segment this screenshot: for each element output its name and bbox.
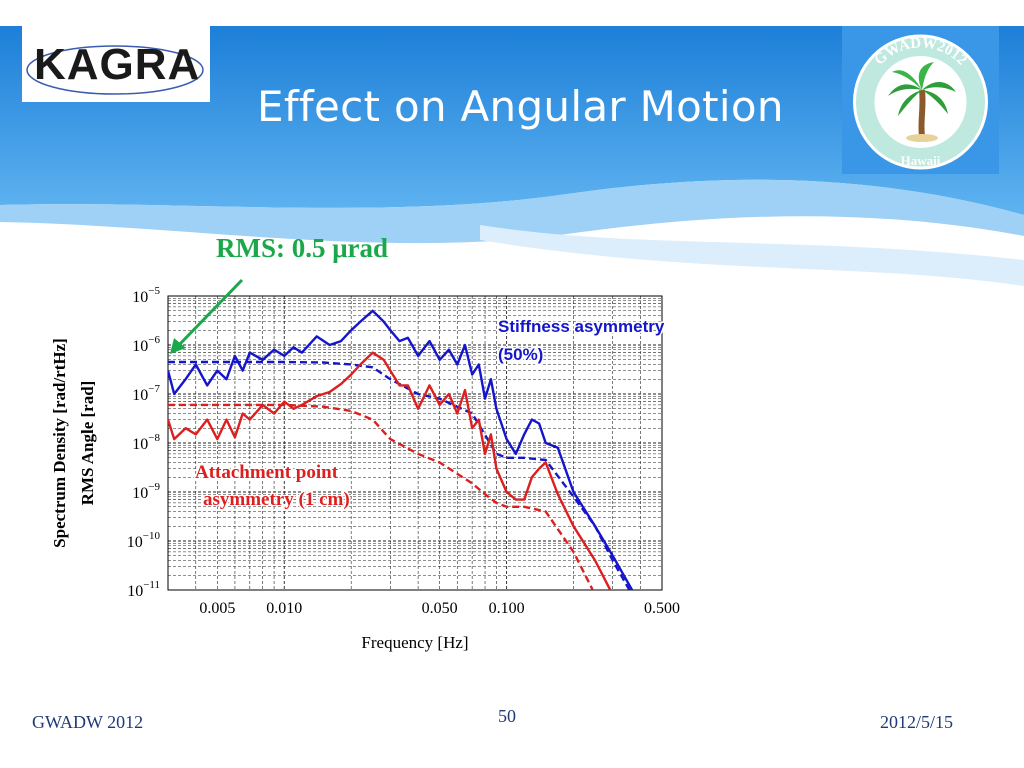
- attachment-rms-line: [168, 403, 595, 590]
- rms-arrow-icon: [170, 278, 244, 354]
- y-tick-label: 10−6: [132, 334, 160, 355]
- y-tick-label: 10−8: [132, 432, 160, 453]
- gwadw-logo: GWADW2012 Hawaii: [842, 26, 999, 174]
- stiffness-annotation-line2: (50%): [498, 345, 543, 364]
- y-tick-label: 10−5: [132, 285, 160, 306]
- y-tick-label: 10−7: [132, 383, 160, 404]
- attachment-annotation-line2: asymmetry (1 cm): [203, 489, 350, 510]
- plot-frame: [167, 295, 663, 591]
- y-tick-label: 10−9: [132, 481, 160, 502]
- x-tick-label: 0.050: [422, 600, 458, 617]
- x-tick-label: 0.100: [489, 600, 525, 617]
- banner-wave-pale: [480, 225, 1024, 286]
- x-axis-title: Frequency [Hz]: [361, 633, 468, 652]
- x-tick-label: 0.010: [266, 600, 302, 617]
- kagra-swoosh-icon: [26, 45, 204, 95]
- kagra-logo-text: KAGRA: [34, 40, 201, 89]
- rms-label: RMS: 0.5 μrad: [216, 233, 389, 263]
- y-tick-label: 10−10: [127, 530, 161, 551]
- x-tick-label: 0.005: [199, 600, 235, 617]
- banner-wave-light: [0, 179, 1024, 244]
- palm-tree-icon: [888, 62, 956, 142]
- y-axis-title-spectrum: Spectrum Density [rad/rtHz]: [50, 338, 69, 548]
- footer-conference: GWADW 2012: [32, 712, 144, 732]
- y-tick-label: 10−11: [127, 579, 160, 600]
- x-tick-label: 0.500: [644, 600, 680, 617]
- footer-page-number: 50: [498, 706, 516, 726]
- attachment-annotation-line1: Attachment point: [195, 462, 339, 483]
- header-banner: [0, 26, 1024, 286]
- banner-fill: [0, 26, 1024, 215]
- stiffness-rms-line: [168, 360, 631, 590]
- stiffness-annotation-line1: Stiffness asymmetry: [498, 317, 665, 336]
- gwadw-logo-bottom-text: Hawaii: [901, 153, 941, 168]
- attachment-spectrum-line: [168, 351, 612, 590]
- slide-title: Effect on Angular Motion: [257, 82, 784, 131]
- footer-date: 2012/5/15: [880, 712, 954, 732]
- spectrum-chart: 0.005 0.010 0.050 0.100 0.500 10−5 10−6 10−7 10−…: [50, 278, 680, 652]
- stiffness-spectrum-line: [168, 309, 634, 590]
- y-axis-title-rms: RMS Angle [rad]: [78, 381, 97, 506]
- kagra-logo: KAGRA: [22, 26, 210, 102]
